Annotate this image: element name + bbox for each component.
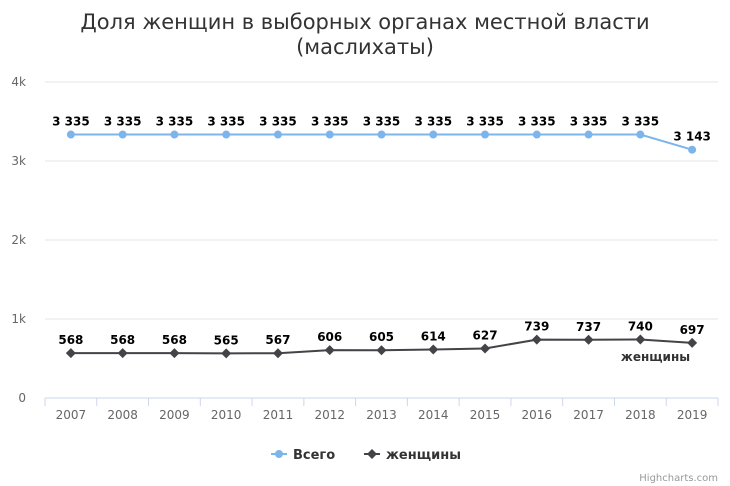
data-label: 740 [628,320,653,334]
data-label: 3 335 [311,115,349,129]
data-label: 3 335 [622,115,660,129]
data-label: 568 [110,333,135,347]
x-tick-label: 2018 [625,408,656,422]
data-point[interactable] [65,348,76,359]
data-point[interactable] [636,130,645,139]
x-tick-label: 2015 [470,408,501,422]
y-tick-label: 2k [11,233,26,247]
data-point[interactable] [222,130,231,139]
legend-marker-symbol [275,450,283,458]
x-axis: 2007 2008 2009 2010 2011 2012 2013 2014 2015 2016… [44,398,719,422]
data-label: 3 335 [363,115,401,129]
gridlines [45,81,718,399]
legend-label: Всего [293,448,335,463]
data-label: 614 [421,329,446,343]
data-label: 3 335 [156,115,194,129]
data-point[interactable] [117,348,128,359]
data-label: 568 [58,333,83,347]
data-label: 3 335 [52,115,90,129]
data-label: 739 [524,320,549,334]
y-axis: 0 1k 2k 3k 4k [11,75,26,405]
data-label: 3 143 [673,130,711,144]
data-label: 3 335 [207,115,245,129]
series-1: 3 335 3 335 3 335 3 335 3 335 3 335 3 335 3 335… [51,113,712,154]
data-label: 3 335 [414,115,452,129]
data-label: 3 335 [518,115,556,129]
data-point[interactable] [688,145,697,154]
data-point[interactable] [169,348,180,359]
x-tick-label: 2019 [677,408,708,422]
data-label: 606 [317,330,342,344]
data-point[interactable] [531,334,542,345]
data-point[interactable] [325,130,334,139]
data-point[interactable] [324,345,335,356]
x-tick-label: 2011 [263,408,294,422]
data-label: 697 [680,323,705,337]
data-point[interactable] [635,334,646,345]
chart-title-line-1: Доля женщин в выборных органах местной в… [80,10,649,34]
x-tick-label: 2013 [366,408,397,422]
x-tick-label: 2012 [314,408,345,422]
legend-item-1[interactable]: Всего [271,448,335,463]
data-point[interactable] [584,130,593,139]
y-tick-label: 0 [18,391,26,405]
data-point[interactable] [481,130,490,139]
data-label: 3 335 [259,115,297,129]
y-tick-label: 1k [11,312,26,326]
x-tick-label: 2009 [159,408,190,422]
data-label: 605 [369,330,394,344]
data-point[interactable] [428,344,439,355]
data-point[interactable] [273,130,282,139]
x-tick-label: 2010 [211,408,242,422]
legend-marker-symbol [367,449,377,459]
data-point[interactable] [118,130,127,139]
series-2: 568 568 568 565 567 606 605 614 627 739 737 740 697 ж… [57,318,706,364]
data-label: 737 [576,320,601,334]
data-label: 3 335 [466,115,504,129]
data-label: 567 [265,333,290,347]
data-point[interactable] [480,343,491,354]
data-point[interactable] [170,130,179,139]
data-point[interactable] [532,130,541,139]
y-tick-label: 3k [11,154,26,168]
data-point[interactable] [272,348,283,359]
series-end-label: женщины [621,350,690,364]
legend-item-2[interactable]: женщины [364,448,461,463]
data-label: 627 [473,328,498,342]
data-point[interactable] [66,130,75,139]
data-point[interactable] [583,334,594,345]
x-tick-label: 2007 [56,408,87,422]
data-point[interactable] [377,130,386,139]
data-label: 568 [162,333,187,347]
data-label: 3 335 [570,115,608,129]
data-point[interactable] [376,345,387,356]
x-tick-label: 2016 [522,408,553,422]
x-tick-label: 2014 [418,408,449,422]
data-point[interactable] [429,130,438,139]
data-label: 3 335 [104,115,142,129]
data-point[interactable] [221,348,232,359]
credits-link[interactable]: Highcharts.com [639,473,718,484]
x-tick-label: 2017 [573,408,604,422]
x-tick-label: 2008 [107,408,138,422]
plot-area: 3 335 3 335 3 335 3 335 3 335 3 335 3 335 3 335… [51,113,713,364]
y-tick-label: 4k [11,75,26,89]
data-point[interactable] [687,337,698,348]
legend-label: женщины [386,448,461,463]
legend[interactable]: Всего женщины [271,448,461,463]
chart-title-line-2: (маслихаты) [296,35,434,59]
data-label: 565 [214,333,239,347]
